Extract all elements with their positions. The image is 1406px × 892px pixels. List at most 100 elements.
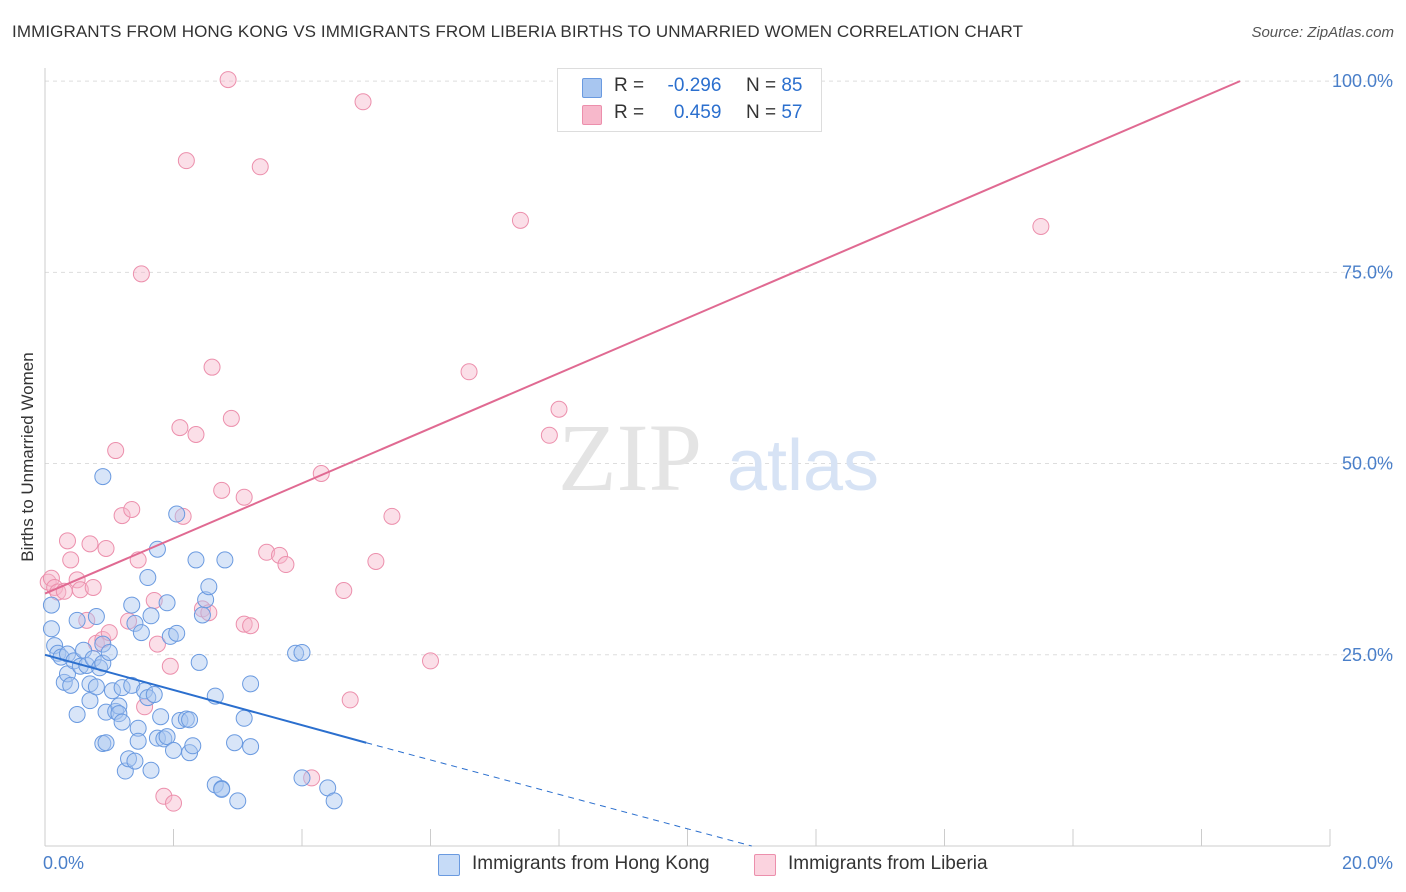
liberia-points (39, 71, 1050, 812)
liberia-point (97, 539, 115, 557)
liberia-point (540, 426, 558, 444)
liberia-point (303, 769, 321, 787)
hong-kong-point (145, 686, 163, 704)
liberia-point (132, 265, 150, 283)
liberia-point (367, 552, 385, 570)
chart-title: IMMIGRANTS FROM HONG KONG VS IMMIGRANTS … (12, 22, 1024, 41)
hong-kong-point (168, 624, 186, 642)
liberia-point (78, 611, 96, 629)
legend-n-value: 57 (781, 102, 803, 123)
liberia-point (200, 604, 218, 622)
hong-kong-point (226, 734, 244, 752)
hong-kong-point (87, 608, 105, 626)
hong-kong-point (123, 596, 141, 614)
hong-kong-point (139, 569, 157, 587)
liberia-point (81, 535, 99, 553)
hong-kong-point (94, 635, 112, 653)
hong-kong-point (158, 728, 176, 746)
liberia-point (354, 93, 372, 111)
liberia-point (174, 507, 192, 525)
hong-kong-point (103, 682, 121, 700)
liberia-point (258, 543, 276, 561)
legend-label-liberia: Immigrants from Liberia (788, 853, 988, 874)
hong-kong-point (94, 468, 112, 486)
hong-kong-point (216, 551, 234, 569)
liberia-point (242, 617, 260, 635)
liberia-point (422, 652, 439, 670)
hong-kong-point (107, 702, 125, 720)
y-tick-label: 100.0% (1332, 71, 1393, 91)
liberia-point (341, 691, 359, 709)
hong-kong-point (187, 551, 205, 569)
legend-swatch-hong-kong (438, 854, 460, 876)
hong-kong-point (184, 737, 202, 755)
liberia-trend-line (44, 80, 1241, 595)
hong-kong-point (129, 719, 147, 737)
hong-kong-trend-line (44, 653, 367, 744)
hong-kong-point (213, 780, 231, 798)
trend-lines (44, 80, 1241, 847)
watermark-zip: ZIP (558, 404, 702, 511)
liberia-point (219, 71, 237, 89)
hong-kong-point (242, 675, 260, 693)
hong-kong-point (242, 738, 260, 756)
hong-kong-point (84, 650, 102, 668)
hong-kong-point (123, 676, 141, 694)
liberia-point (222, 409, 240, 427)
liberia-point (251, 158, 269, 176)
liberia-point (107, 442, 125, 460)
liberia-point (177, 152, 195, 170)
legend-swatch-hong-kong (582, 78, 602, 98)
y-tick-label: 75.0% (1342, 262, 1393, 282)
hong-kong-point (81, 692, 99, 710)
hong-kong-point (113, 713, 131, 731)
hong-kong-point (200, 578, 218, 596)
liberia-point (148, 635, 166, 653)
legend-n-label: N = (745, 102, 777, 123)
hong-kong-point (142, 761, 160, 779)
hong-kong-point (126, 614, 144, 632)
hong-kong-point (287, 644, 305, 662)
liberia-point (460, 363, 478, 381)
liberia-point (383, 507, 401, 525)
hong-kong-point (168, 505, 186, 523)
hong-kong-trend-extension (366, 742, 752, 847)
hong-kong-point (229, 792, 247, 810)
y-tick-label: 25.0% (1342, 645, 1393, 665)
tick-labels: 25.0% 50.0% 75.0% 100.0% 0.0% 20.0% (43, 71, 1393, 873)
hong-kong-point (155, 730, 173, 748)
liberia-point (123, 500, 141, 518)
watermark-atlas: atlas (727, 426, 879, 506)
liberia-point (203, 358, 221, 376)
hong-kong-point (190, 653, 208, 671)
legend-r-label: R = (614, 102, 645, 123)
hong-kong-point (293, 769, 311, 787)
legend-r-value: -0.296 (667, 75, 722, 96)
hong-kong-point (293, 643, 311, 661)
liberia-point (277, 556, 295, 574)
watermark: ZIP atlas (558, 404, 879, 511)
hong-kong-point (42, 620, 60, 638)
liberia-point (213, 481, 231, 499)
hong-kong-point (87, 678, 105, 696)
liberia-point (58, 532, 76, 550)
liberia-point (84, 578, 102, 596)
legend-swatch-liberia (582, 105, 602, 125)
legend-label-hong-kong: Immigrants from Hong Kong (472, 853, 710, 874)
chart-source: Source: ZipAtlas.com (1251, 24, 1394, 41)
legend-n-value: 85 (781, 75, 803, 96)
hong-kong-point (235, 709, 253, 727)
hong-kong-point (181, 711, 199, 729)
liberia-point (165, 794, 182, 812)
hong-kong-points (42, 468, 343, 810)
hong-kong-point (171, 712, 189, 730)
liberia-point (335, 582, 353, 600)
hong-kong-point (165, 741, 182, 759)
hong-kong-point (120, 750, 138, 768)
gridlines (45, 80, 1393, 656)
liberia-point (171, 419, 189, 437)
liberia-point (71, 581, 89, 599)
hong-kong-point (142, 607, 160, 625)
hong-kong-point (132, 624, 150, 642)
